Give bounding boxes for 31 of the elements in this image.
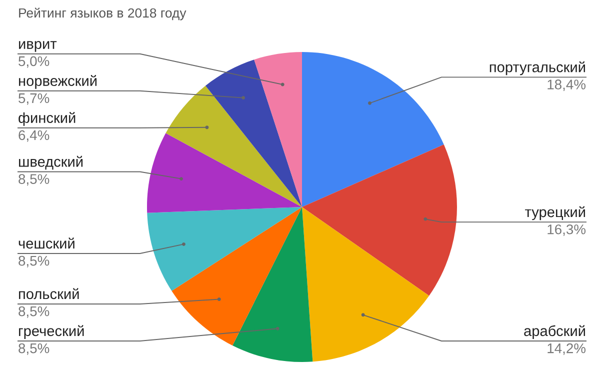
- slice-label: арабский: [524, 325, 585, 339]
- slice-label: норвежский: [19, 75, 97, 89]
- data-label: 5,7%: [18, 93, 50, 105]
- pie-slice: [302, 52, 444, 207]
- pie-slice: [205, 60, 302, 207]
- data-label: 8,5%: [18, 343, 50, 355]
- slice-label: финский: [18, 112, 76, 126]
- pie-slice: [302, 144, 457, 296]
- pie-slice: [302, 207, 430, 362]
- chart-title: Рейтинг языков в 2018 году: [19, 8, 186, 20]
- pie-slice: [147, 133, 302, 213]
- slice-label: польский: [19, 288, 79, 300]
- data-label: 8,5%: [18, 306, 50, 318]
- data-label: 16,3%: [548, 224, 586, 236]
- slice-label: шведский: [19, 156, 83, 170]
- data-label: 14,2%: [548, 343, 586, 355]
- pie-slice: [147, 207, 302, 291]
- data-label: 6,4%: [18, 130, 50, 142]
- slice-label: иврит: [19, 41, 57, 52]
- data-label: 8,5%: [18, 174, 50, 186]
- slice-label: турецкий: [525, 206, 585, 220]
- slice-label: португальский: [490, 61, 585, 76]
- data-label: 18,4%: [548, 80, 586, 92]
- pie-slice: [166, 86, 302, 207]
- data-label: 5,0%: [18, 56, 50, 68]
- slice-label: греческий: [19, 325, 84, 339]
- pie-slice: [172, 207, 302, 346]
- data-label: 8,5%: [18, 256, 50, 268]
- pie-slice: [232, 207, 313, 362]
- pie-slice: [254, 52, 302, 207]
- slice-label: чешский: [18, 238, 74, 249]
